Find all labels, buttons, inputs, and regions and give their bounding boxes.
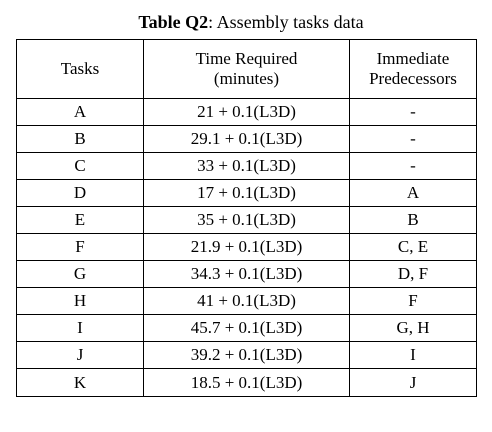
predecessor-cell: B	[349, 206, 477, 234]
table-row: J 39.2 + 0.1(L3D) I	[16, 341, 477, 369]
table-row: G 34.3 + 0.1(L3D) D, F	[16, 260, 477, 288]
table-caption-label: Table Q2	[138, 12, 209, 32]
table-row: D 17 + 0.1(L3D) A	[16, 179, 477, 207]
time-cell: 39.2 + 0.1(L3D)	[143, 341, 350, 369]
predecessor-cell: C, E	[349, 233, 477, 261]
time-cell: 35 + 0.1(L3D)	[143, 206, 350, 234]
table-row: H 41 + 0.1(L3D) F	[16, 287, 477, 315]
task-cell: J	[16, 341, 144, 369]
task-cell: G	[16, 260, 144, 288]
predecessor-cell: I	[349, 341, 477, 369]
predecessor-cell: A	[349, 179, 477, 207]
task-cell: I	[16, 314, 144, 342]
time-cell: 41 + 0.1(L3D)	[143, 287, 350, 315]
task-cell: K	[16, 368, 144, 397]
time-cell: 21 + 0.1(L3D)	[143, 98, 350, 126]
time-cell: 45.7 + 0.1(L3D)	[143, 314, 350, 342]
time-cell: 21.9 + 0.1(L3D)	[143, 233, 350, 261]
predecessor-cell: -	[349, 125, 477, 153]
time-cell: 33 + 0.1(L3D)	[143, 152, 350, 180]
task-cell: E	[16, 206, 144, 234]
predecessor-cell: -	[349, 98, 477, 126]
table-row: A 21 + 0.1(L3D) -	[16, 98, 477, 126]
table-row: K 18.5 + 0.1(L3D) J	[16, 368, 477, 397]
table-caption: Table Q2: Assembly tasks data	[0, 12, 492, 32]
predecessor-cell: J	[349, 368, 477, 397]
predecessor-cell: -	[349, 152, 477, 180]
task-cell: C	[16, 152, 144, 180]
predecessor-cell: F	[349, 287, 477, 315]
header-time-required: Time Required (minutes)	[143, 39, 350, 99]
task-cell: F	[16, 233, 144, 261]
header-tasks: Tasks	[16, 39, 144, 99]
time-cell: 29.1 + 0.1(L3D)	[143, 125, 350, 153]
header-pred-line2: Predecessors	[369, 69, 457, 88]
time-cell: 18.5 + 0.1(L3D)	[143, 368, 350, 397]
header-tasks-label: Tasks	[60, 59, 100, 78]
predecessor-cell: G, H	[349, 314, 477, 342]
table-row: F 21.9 + 0.1(L3D) C, E	[16, 233, 477, 261]
header-time-line1: Time Required	[195, 49, 298, 68]
header-pred-line1: Immediate	[376, 49, 450, 68]
header-immediate-predecessors: Immediate Predecessors	[349, 39, 477, 99]
table-row: E 35 + 0.1(L3D) B	[16, 206, 477, 234]
predecessor-cell: D, F	[349, 260, 477, 288]
table-header-row: Tasks Time Required (minutes) Immediate Pr…	[16, 39, 477, 99]
header-time-line2: (minutes)	[213, 69, 280, 88]
assembly-tasks-table: Tasks Time Required (minutes) Immediate Pr…	[16, 39, 477, 397]
task-cell: A	[16, 98, 144, 126]
table-row: B 29.1 + 0.1(L3D) -	[16, 125, 477, 153]
task-cell: H	[16, 287, 144, 315]
time-cell: 17 + 0.1(L3D)	[143, 179, 350, 207]
task-cell: B	[16, 125, 144, 153]
table-row: C 33 + 0.1(L3D) -	[16, 152, 477, 180]
table-caption-text: : Assembly tasks data	[208, 12, 364, 32]
table-row: I 45.7 + 0.1(L3D) G, H	[16, 314, 477, 342]
task-cell: D	[16, 179, 144, 207]
time-cell: 34.3 + 0.1(L3D)	[143, 260, 350, 288]
